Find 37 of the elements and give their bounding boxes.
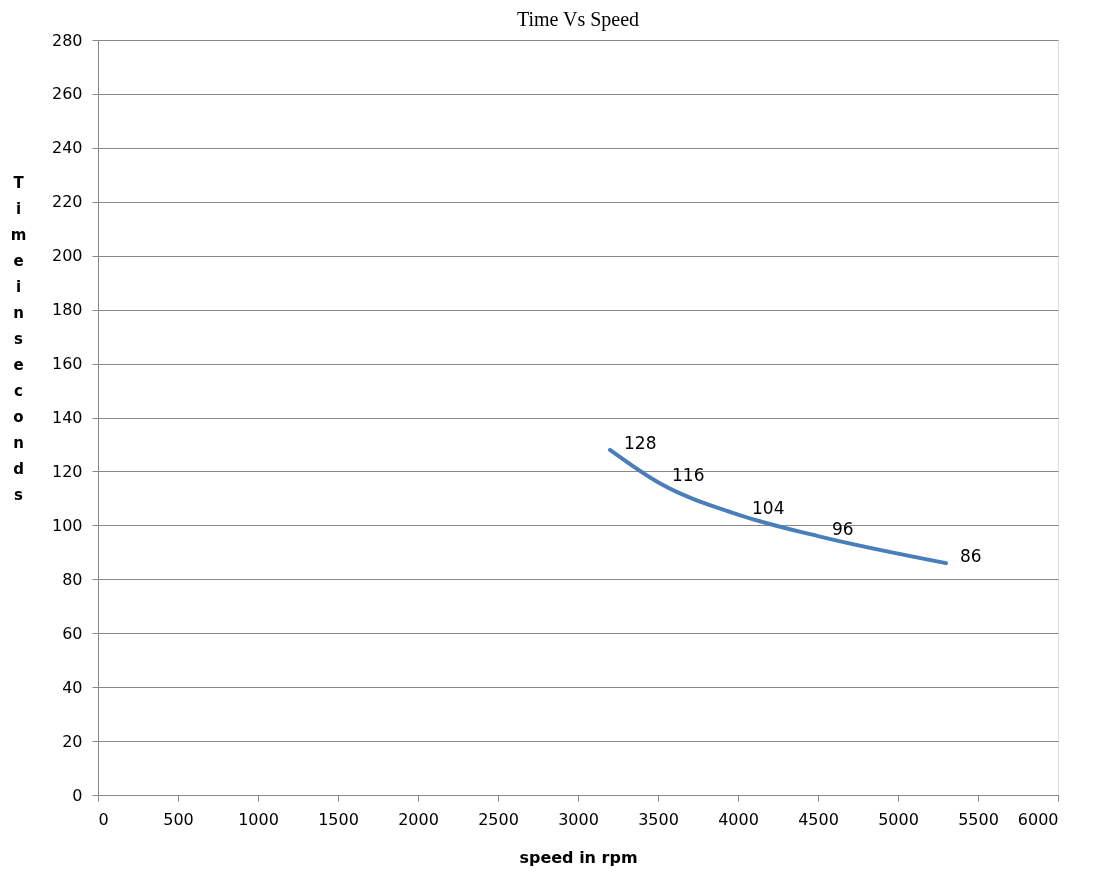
y-tick-label: 100 <box>51 515 83 535</box>
y-tick-label: 160 <box>51 354 83 374</box>
y-tick-label: 180 <box>51 300 83 320</box>
y-tick-label: 240 <box>51 138 83 158</box>
y-tick-label: 120 <box>51 461 83 481</box>
y-tick-label: 260 <box>51 84 83 104</box>
y-tick-label: 280 <box>51 30 83 50</box>
data-label: 116 <box>672 465 705 486</box>
x-tick-label: 1500 <box>318 809 359 829</box>
x-tick-label: 6000 <box>1017 809 1059 829</box>
data-label: 128 <box>624 432 657 453</box>
x-tick-label: 4500 <box>798 809 839 829</box>
y-tick-label: 60 <box>62 623 83 643</box>
data-label: 104 <box>752 497 785 518</box>
y-tick-label: 80 <box>62 569 83 589</box>
x-tick-label: 2500 <box>478 809 519 829</box>
x-tick-label: 1000 <box>238 809 279 829</box>
line-series <box>608 447 948 566</box>
x-tick-label: 5000 <box>878 809 919 829</box>
y-tick-label: 220 <box>51 192 83 212</box>
x-axis-title: speed in rpm <box>519 847 638 867</box>
y-tick-label: 20 <box>62 731 83 751</box>
x-tick-label: 2000 <box>398 809 439 829</box>
x-tick-label: 500 <box>163 809 194 829</box>
y-tick-label: 40 <box>62 677 83 697</box>
x-tick-label: 4000 <box>718 809 759 829</box>
x-tick-label: 3000 <box>558 809 599 829</box>
text: Time in seconds <box>10 173 27 504</box>
y-tick-label: 0 <box>72 785 83 805</box>
data-label: 96 <box>832 519 854 540</box>
x-tick-label: 3500 <box>638 809 679 829</box>
data-label: 86 <box>960 546 982 567</box>
y-tick-label: 200 <box>51 246 83 266</box>
y-tick-label: 140 <box>51 408 83 427</box>
x-tick-label: 5500 <box>958 809 999 829</box>
chart-title: Time Vs Speed <box>516 8 640 31</box>
x-tick-label: 0 <box>98 809 109 829</box>
